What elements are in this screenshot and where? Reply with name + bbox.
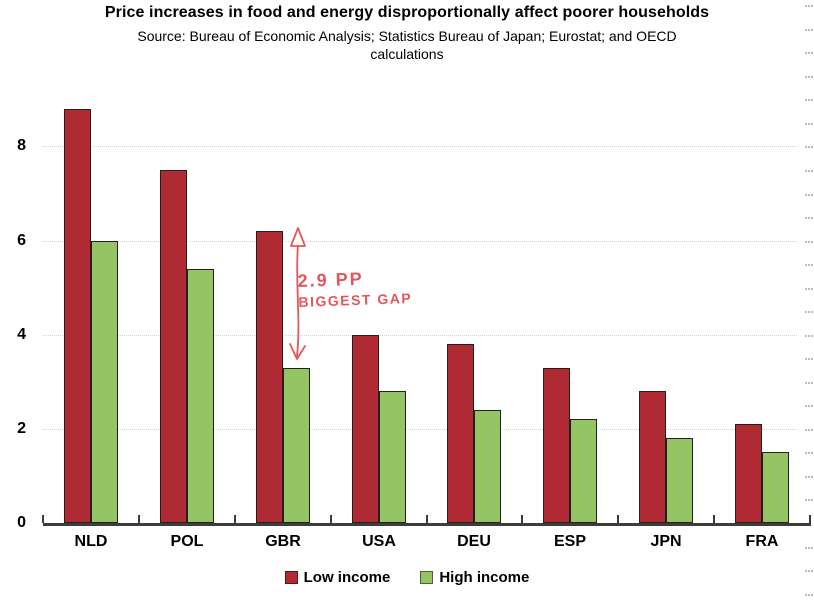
right-edge-minor-tick [805, 170, 813, 172]
right-edge-minor-tick [805, 334, 813, 337]
legend-label: Low income [303, 569, 391, 586]
legend-label: High income [439, 569, 530, 586]
x-axis-tick [42, 515, 44, 523]
y-axis-label-8: 8 [17, 137, 26, 155]
right-edge-minor-tick [805, 264, 813, 267]
right-edge-minor-tick [805, 475, 813, 478]
x-axis-label-usa: USA [362, 533, 396, 550]
x-axis-tick [426, 515, 428, 523]
x-axis-label-deu: DEU [457, 533, 491, 550]
bar-high-income-pol [187, 269, 214, 523]
right-edge-minor-tick [805, 405, 813, 408]
legend-item-high-income: High income [420, 569, 529, 586]
bar-high-income-esp [570, 419, 597, 523]
right-edge-minor-tick [805, 5, 813, 8]
x-axis-tick [330, 515, 332, 523]
right-edge-minor-tick [805, 499, 813, 502]
legend-item-low-income: Low income [284, 569, 391, 586]
bar-high-income-gbr [283, 368, 310, 523]
gap-annotation-value: 2.9 PP [297, 268, 365, 291]
legend-swatch-icon [284, 571, 298, 584]
right-edge-minor-tick [805, 570, 813, 573]
gridline-4 [43, 334, 797, 336]
gap-annotation-text: 2.9 PP BIGGEST GAP [297, 268, 413, 310]
gap-annotation-caption: BIGGEST GAP [298, 290, 413, 310]
right-edge-minor-tick [805, 358, 813, 361]
x-axis-label-pol: POL [170, 533, 204, 550]
right-edge-minor-tick [805, 146, 813, 149]
chart-subtitle-line2: calculations [370, 46, 444, 63]
y-axis-label-6: 6 [17, 231, 26, 249]
y-axis-label-0: 0 [17, 514, 26, 531]
arrow-shaft [296, 243, 300, 357]
bar-low-income-jpn [639, 391, 666, 523]
x-axis-tick [617, 515, 619, 523]
right-edge-minor-tick [805, 546, 813, 549]
bar-low-income-esp [543, 368, 570, 523]
x-axis-tick [809, 515, 811, 523]
x-axis-tick [521, 515, 523, 523]
chart-subtitle-line1: Source: Bureau of Economic Analysis; Sta… [137, 28, 677, 44]
gap-annotation-arrow [289, 227, 306, 360]
x-axis-label-nld: NLD [74, 533, 108, 550]
right-edge-minor-tick [805, 240, 813, 243]
right-edge-minor-tick [805, 52, 813, 55]
x-axis-tick [713, 515, 715, 523]
bar-low-income-pol [160, 170, 187, 523]
right-edge-minor-tick [805, 122, 813, 125]
bar-high-income-nld [91, 241, 118, 523]
legend: Low income High income [0, 569, 814, 586]
x-axis-label-gbr: GBR [265, 533, 301, 550]
bar-high-income-fra [762, 452, 789, 523]
bar-low-income-usa [352, 335, 379, 523]
bar-high-income-jpn [666, 438, 693, 523]
arrow-head-down [289, 343, 306, 360]
y-axis-label-4: 4 [17, 325, 26, 343]
right-edge-minor-tick [805, 287, 813, 290]
bar-low-income-nld [64, 109, 91, 523]
bar-high-income-usa [379, 391, 406, 523]
bar-low-income-deu [447, 344, 474, 523]
y-axis-label-2: 2 [17, 419, 26, 437]
x-axis-label-jpn: JPN [650, 533, 682, 550]
chart-title: Price increases in food and energy dispr… [104, 4, 710, 21]
x-axis-label-fra: FRA [745, 533, 779, 550]
x-axis-line [43, 523, 811, 526]
x-axis-label-esp: ESP [553, 533, 586, 550]
bar-high-income-deu [474, 410, 501, 523]
gridline-2 [43, 428, 797, 430]
right-edge-minor-tick [805, 311, 813, 314]
gridline-6 [43, 240, 797, 242]
legend-swatch-icon [420, 571, 434, 584]
x-axis-tick [234, 515, 236, 523]
right-edge-minor-tick [805, 193, 813, 196]
right-edge-minor-tick [805, 381, 813, 384]
gridline-8 [43, 146, 797, 148]
right-edge-minor-tick [805, 28, 813, 31]
arrow-head-up [290, 227, 306, 247]
chart-subtitle: Source: Bureau of Economic Analysis; Sta… [0, 27, 814, 63]
right-edge-minor-tick [805, 217, 813, 220]
right-edge-minor-tick [805, 99, 813, 102]
right-edge-minor-tick [805, 452, 813, 455]
bar-low-income-gbr [256, 231, 283, 523]
x-axis-tick [138, 515, 140, 523]
right-edge-minor-tick [805, 75, 813, 78]
bar-low-income-fra [735, 424, 762, 523]
right-edge-minor-tick [805, 593, 813, 596]
right-edge-minor-tick [805, 428, 813, 431]
